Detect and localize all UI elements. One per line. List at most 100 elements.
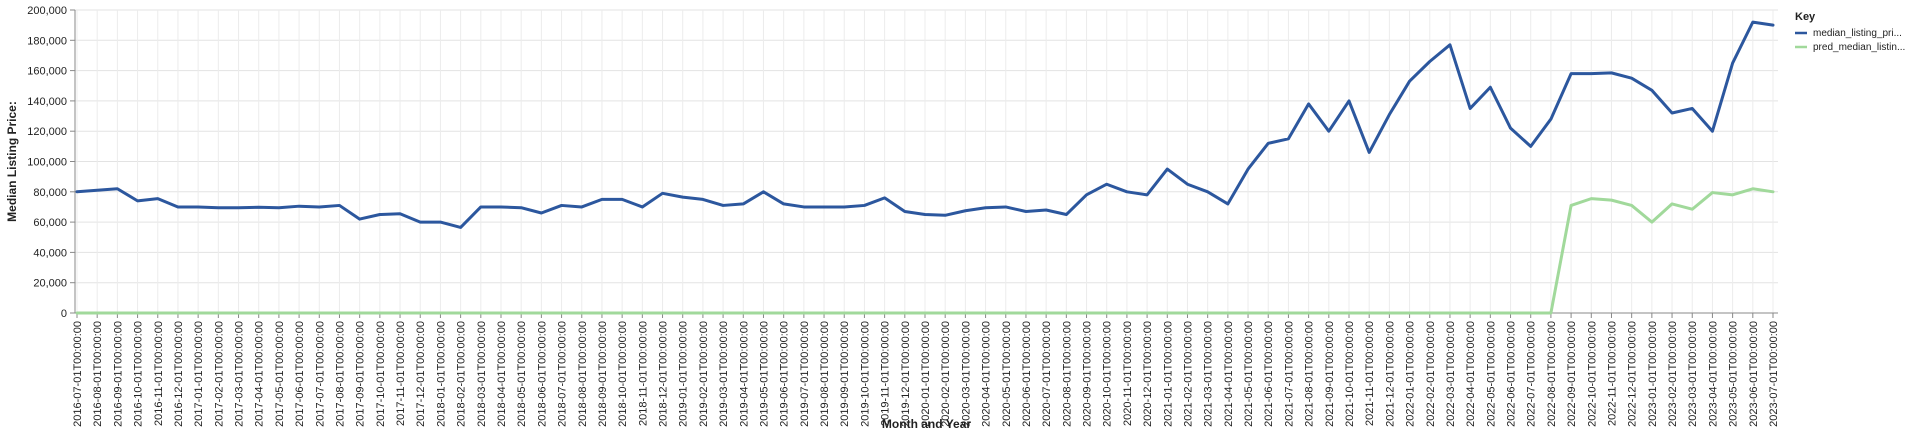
x-tick-label: 2022-05-01T00:00:00 [1485, 321, 1497, 427]
y-tick-label: 20,000 [33, 278, 67, 290]
x-tick-label: 2020-07-01T00:00:00 [1041, 321, 1053, 427]
x-tick-label: 2022-07-01T00:00:00 [1526, 321, 1538, 427]
x-tick-label: 2021-12-01T00:00:00 [1384, 321, 1396, 427]
x-tick-label: 2020-01-01T00:00:00 [920, 321, 932, 427]
x-tick-label: 2017-05-01T00:00:00 [274, 321, 286, 427]
x-tick-label: 2017-09-01T00:00:00 [355, 321, 367, 427]
x-tick-label: 2018-05-01T00:00:00 [516, 321, 528, 427]
x-tick-label: 2016-09-01T00:00:00 [112, 321, 124, 427]
x-tick-label: 2016-10-01T00:00:00 [133, 321, 145, 427]
x-tick-label: 2021-10-01T00:00:00 [1344, 321, 1356, 427]
legend-label: pred_median_listin... [1813, 42, 1905, 53]
legend-title: Key [1795, 11, 1816, 23]
y-tick-label: 0 [61, 308, 67, 320]
y-tick-label: 100,000 [27, 157, 67, 169]
x-tick-label: 2021-04-01T00:00:00 [1223, 321, 1235, 427]
x-tick-label: 2021-03-01T00:00:00 [1203, 321, 1215, 427]
y-tick-label: 140,000 [27, 96, 67, 108]
x-tick-label: 2021-05-01T00:00:00 [1243, 321, 1255, 427]
series-line-0 [75, 20, 1775, 229]
x-tick-label: 2016-11-01T00:00:00 [153, 321, 165, 426]
x-tick-label: 2016-12-01T00:00:00 [173, 321, 185, 427]
x-tick-label: 2020-09-01T00:00:00 [1082, 321, 1094, 427]
x-tick-label: 2022-06-01T00:00:00 [1506, 321, 1518, 427]
x-tick-label: 2022-03-01T00:00:00 [1445, 321, 1457, 427]
x-tick-label: 2016-07-01T00:00:00 [72, 321, 84, 427]
x-tick-label: 2018-08-01T00:00:00 [577, 321, 589, 427]
y-tick-label: 160,000 [27, 66, 67, 78]
x-tick-label: 2021-11-01T00:00:00 [1364, 321, 1376, 426]
x-tick-label: 2017-02-01T00:00:00 [213, 321, 225, 427]
x-tick-label: 2021-02-01T00:00:00 [1182, 321, 1194, 427]
x-tick-label: 2018-07-01T00:00:00 [557, 321, 569, 427]
x-tick-label: 2017-08-01T00:00:00 [334, 321, 346, 427]
x-tick-label: 2017-01-01T00:00:00 [193, 321, 205, 427]
x-tick-label: 2019-04-01T00:00:00 [738, 321, 750, 427]
x-tick-label: 2022-10-01T00:00:00 [1586, 321, 1598, 427]
x-tick-label: 2018-03-01T00:00:00 [476, 321, 488, 427]
x-tick-label: 2020-03-01T00:00:00 [960, 321, 972, 427]
x-tick-label: 2020-05-01T00:00:00 [1001, 321, 1013, 427]
x-tick-label: 2020-12-01T00:00:00 [1142, 321, 1154, 427]
x-tick-label: 2022-11-01T00:00:00 [1606, 321, 1618, 426]
x-tick-label: 2021-09-01T00:00:00 [1324, 321, 1336, 427]
x-tick-label: 2017-11-01T00:00:00 [395, 321, 407, 426]
y-tick-label: 180,000 [27, 35, 67, 47]
x-axis-title: Month and Year [882, 417, 971, 431]
x-tick-label: 2019-03-01T00:00:00 [718, 321, 730, 427]
x-tick-label: 2017-03-01T00:00:00 [234, 321, 246, 427]
x-tick-label: 2019-05-01T00:00:00 [758, 321, 770, 427]
y-axis-title: Median Listing Price: [5, 101, 19, 222]
x-tick-label: 2017-04-01T00:00:00 [254, 321, 266, 427]
x-tick-label: 2018-02-01T00:00:00 [456, 321, 468, 427]
x-tick-label: 2020-10-01T00:00:00 [1102, 321, 1114, 427]
x-tick-label: 2019-09-01T00:00:00 [839, 321, 851, 427]
x-tick-label: 2020-04-01T00:00:00 [981, 321, 993, 427]
y-tick-label: 80,000 [33, 187, 67, 199]
x-tick-label: 2018-12-01T00:00:00 [658, 321, 670, 427]
x-tick-label: 2020-06-01T00:00:00 [1021, 321, 1033, 427]
series-line-1 [75, 187, 1775, 315]
x-tick-label: 2023-04-01T00:00:00 [1707, 321, 1719, 427]
x-tick-label: 2023-06-01T00:00:00 [1748, 321, 1760, 427]
x-tick-label: 2020-08-01T00:00:00 [1061, 321, 1073, 427]
y-tick-label: 200,000 [27, 5, 67, 17]
x-tick-label: 2022-04-01T00:00:00 [1465, 321, 1477, 427]
x-tick-label: 2018-01-01T00:00:00 [435, 321, 447, 427]
x-tick-label: 2020-11-01T00:00:00 [1122, 321, 1134, 426]
y-tick-label: 60,000 [33, 217, 67, 229]
x-tick-label: 2019-08-01T00:00:00 [819, 321, 831, 427]
y-tick-label: 40,000 [33, 247, 67, 259]
x-tick-label: 2019-02-01T00:00:00 [698, 321, 710, 427]
x-tick-label: 2017-06-01T00:00:00 [294, 321, 306, 427]
x-tick-label: 2022-02-01T00:00:00 [1425, 321, 1437, 427]
x-tick-label: 2017-12-01T00:00:00 [415, 321, 427, 427]
x-tick-label: 2021-01-01T00:00:00 [1162, 321, 1174, 427]
x-tick-label: 2021-06-01T00:00:00 [1263, 321, 1275, 427]
x-tick-label: 2021-08-01T00:00:00 [1304, 321, 1316, 427]
legend-label: median_listing_pri... [1813, 28, 1902, 39]
x-tick-label: 2023-05-01T00:00:00 [1728, 321, 1740, 427]
x-tick-label: 2019-10-01T00:00:00 [859, 321, 871, 427]
x-tick-label: 2019-07-01T00:00:00 [799, 321, 811, 427]
x-tick-label: 2016-08-01T00:00:00 [92, 321, 104, 427]
x-tick-label: 2023-07-01T00:00:00 [1768, 321, 1780, 427]
x-tick-label: 2019-01-01T00:00:00 [678, 321, 690, 427]
x-tick-label: 2020-02-01T00:00:00 [940, 321, 952, 427]
x-tick-label: 2017-10-01T00:00:00 [375, 321, 387, 427]
x-tick-label: 2018-11-01T00:00:00 [637, 321, 649, 426]
x-tick-label: 2018-04-01T00:00:00 [496, 321, 508, 427]
x-tick-label: 2022-08-01T00:00:00 [1546, 321, 1558, 427]
x-tick-label: 2022-09-01T00:00:00 [1566, 321, 1578, 427]
x-tick-label: 2018-10-01T00:00:00 [617, 321, 629, 427]
x-tick-label: 2019-06-01T00:00:00 [779, 321, 791, 427]
x-tick-label: 2017-07-01T00:00:00 [314, 321, 326, 427]
x-tick-label: 2021-07-01T00:00:00 [1283, 321, 1295, 427]
x-tick-label: 2022-01-01T00:00:00 [1405, 321, 1417, 427]
x-tick-label: 2023-02-01T00:00:00 [1667, 321, 1679, 427]
x-tick-label: 2023-03-01T00:00:00 [1687, 321, 1699, 427]
x-tick-label: 2019-11-01T00:00:00 [880, 321, 892, 426]
x-tick-label: 2018-09-01T00:00:00 [597, 321, 609, 427]
x-tick-label: 2018-06-01T00:00:00 [536, 321, 548, 427]
